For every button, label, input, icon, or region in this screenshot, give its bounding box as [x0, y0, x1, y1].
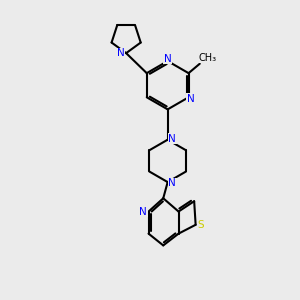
Text: CH₃: CH₃ — [199, 53, 217, 63]
Text: N: N — [187, 94, 195, 104]
Text: N: N — [168, 178, 176, 188]
Text: N: N — [117, 48, 125, 58]
Text: N: N — [168, 134, 176, 143]
Text: N: N — [164, 54, 172, 64]
Text: N: N — [140, 206, 147, 217]
Text: S: S — [198, 220, 204, 230]
